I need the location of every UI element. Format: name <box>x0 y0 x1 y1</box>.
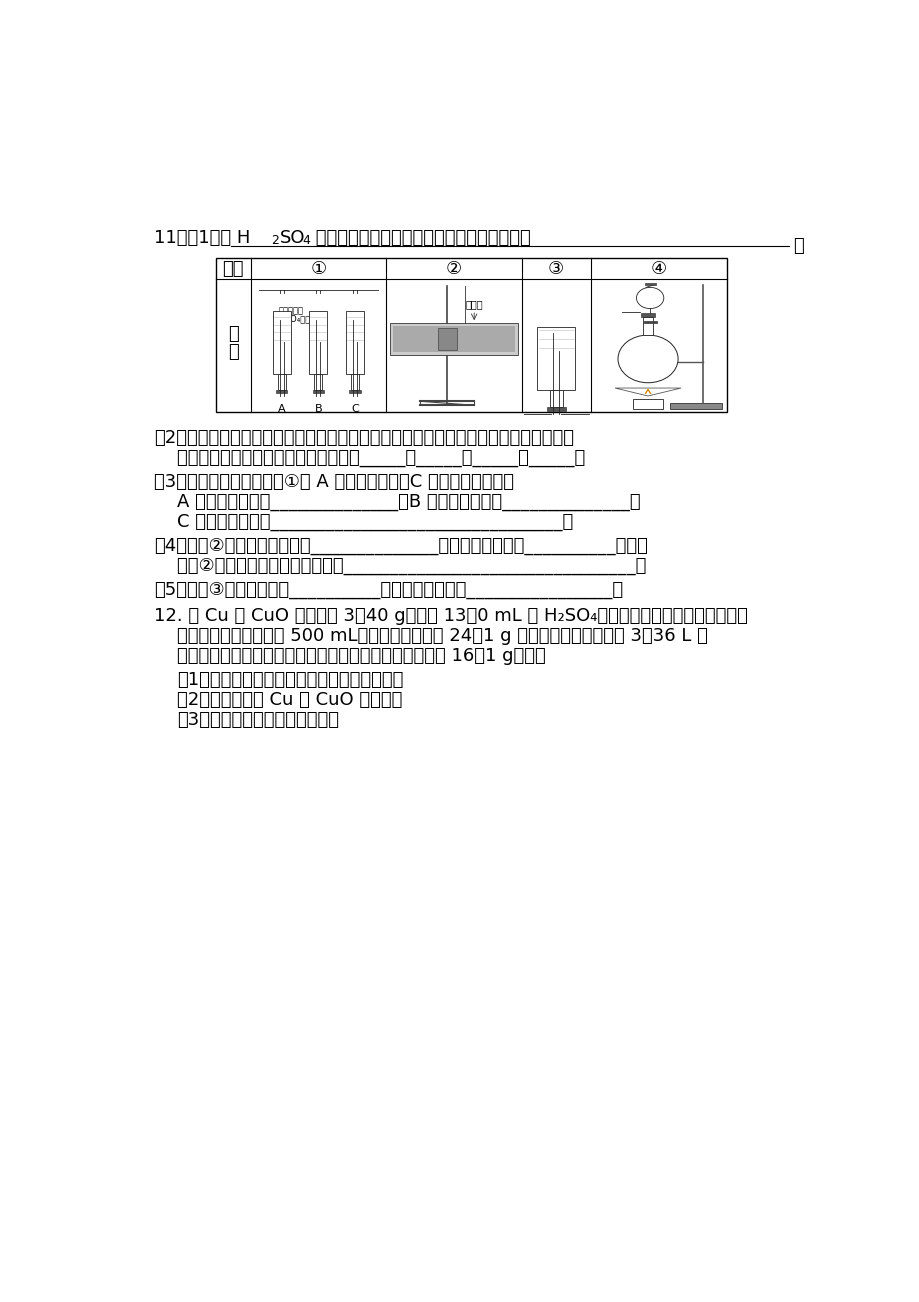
Text: 与木炭粉在加热条件下反应的化学方程式为：: 与木炭粉在加热条件下反应的化学方程式为： <box>310 229 530 247</box>
Text: 稀酸酸化的: 稀酸酸化的 <box>278 306 303 315</box>
Bar <box>546 408 565 411</box>
Bar <box>350 374 358 391</box>
Text: （2）原混合物中 Cu 和 CuO 的质量；: （2）原混合物中 Cu 和 CuO 的质量； <box>176 690 402 708</box>
Bar <box>437 328 456 350</box>
Bar <box>392 326 515 353</box>
Bar <box>216 258 726 411</box>
Text: （1）最后所的溶液中的溶质及物质的量浓度；: （1）最后所的溶液中的溶质及物质的量浓度； <box>176 671 403 689</box>
Text: ②: ② <box>446 259 461 277</box>
Bar <box>314 374 322 391</box>
Bar <box>632 398 663 409</box>
Text: 装: 装 <box>228 326 238 344</box>
Bar <box>641 314 654 316</box>
Bar <box>309 311 327 374</box>
Bar <box>537 327 574 391</box>
Text: 12. 将 Cu 和 CuO 的混合物 3．40 g，加入 13．0 mL 浓 H₂SO₄（过量）中加热，当混合物完全: 12. 将 Cu 和 CuO 的混合物 3．40 g，加入 13．0 mL 浓 … <box>153 607 747 625</box>
Text: 连接顺序（按气流从左到右的方向）是_____接_____接_____接_____。: 连接顺序（按气流从左到右的方向）是_____接_____接_____接_____… <box>153 449 584 467</box>
Text: 溶解后，冷却，加水至 500 mL。向此溶液中加入 24．1 g 细铁粉，直至反应放出 3．36 L 气: 溶解后，冷却，加水至 500 mL。向此溶液中加入 24．1 g 细铁粉，直至反… <box>153 626 707 644</box>
Bar <box>390 323 517 355</box>
Text: 置: 置 <box>228 342 238 361</box>
Text: 编号: 编号 <box>222 259 244 277</box>
Text: B: B <box>314 404 322 414</box>
Text: 棉花团: 棉花团 <box>465 299 482 310</box>
Bar <box>644 283 655 285</box>
Text: （4）装置②中所加固体药品是______________，可确证的产物是__________，确定: （4）装置②中所加固体药品是______________，可确证的产物是____… <box>153 536 647 555</box>
Text: （3）原浓硫酸的物质的量浓度。: （3）原浓硫酸的物质的量浓度。 <box>176 711 338 729</box>
Ellipse shape <box>636 288 664 309</box>
Text: ①: ① <box>310 259 326 277</box>
Bar <box>273 311 290 374</box>
Bar <box>349 391 360 393</box>
Text: （3）实验时可观察到装置①中 A 瓶的溶液褂色，C 瓶的溶液不褂色。: （3）实验时可观察到装置①中 A 瓶的溶液褂色，C 瓶的溶液不褂色。 <box>153 473 513 491</box>
Text: ④: ④ <box>651 259 666 277</box>
Bar <box>669 402 721 409</box>
Text: KMnO₄溶液: KMnO₄溶液 <box>272 314 310 323</box>
Text: 。: 。 <box>792 237 803 255</box>
Bar <box>346 311 363 374</box>
Text: ③: ③ <box>548 259 563 277</box>
Text: C 瓶溶液的作用是________________________________。: C 瓶溶液的作用是_______________________________… <box>153 513 573 531</box>
Text: 装置②在整套装置中位置的理由是________________________________。: 装置②在整套装置中位置的理由是_________________________… <box>153 557 645 574</box>
Ellipse shape <box>618 335 677 383</box>
Text: （2）试用图示所列各装置设计一个实验，验证上述反应所产生的各种产物。这些装置的: （2）试用图示所列各装置设计一个实验，验证上述反应所产生的各种产物。这些装置的 <box>153 428 573 447</box>
Bar <box>276 391 287 393</box>
Text: 4: 4 <box>302 234 310 247</box>
Text: A: A <box>278 404 285 414</box>
Bar <box>549 391 562 408</box>
Text: （5）装置③中所盛溶液是__________，可验证的产物是________________。: （5）装置③中所盛溶液是__________，可验证的产物是__________… <box>153 581 622 599</box>
Text: SO: SO <box>279 229 305 247</box>
Text: 2: 2 <box>271 234 279 247</box>
Text: C: C <box>351 404 358 414</box>
Bar <box>312 391 323 393</box>
Bar <box>642 316 652 335</box>
Text: 11．（1）浓 H: 11．（1）浓 H <box>153 229 250 247</box>
Bar <box>278 374 286 391</box>
Text: 体（标准状况），滤出不溶物，洗洤、干燥称量，质量为 16．1 g。求：: 体（标准状况），滤出不溶物，洗洤、干燥称量，质量为 16．1 g。求： <box>153 647 545 665</box>
Text: A 瓶溶液的作用是______________；B 瓶溶液的作用是______________；: A 瓶溶液的作用是______________；B 瓶溶液的作用是_______… <box>153 492 640 510</box>
